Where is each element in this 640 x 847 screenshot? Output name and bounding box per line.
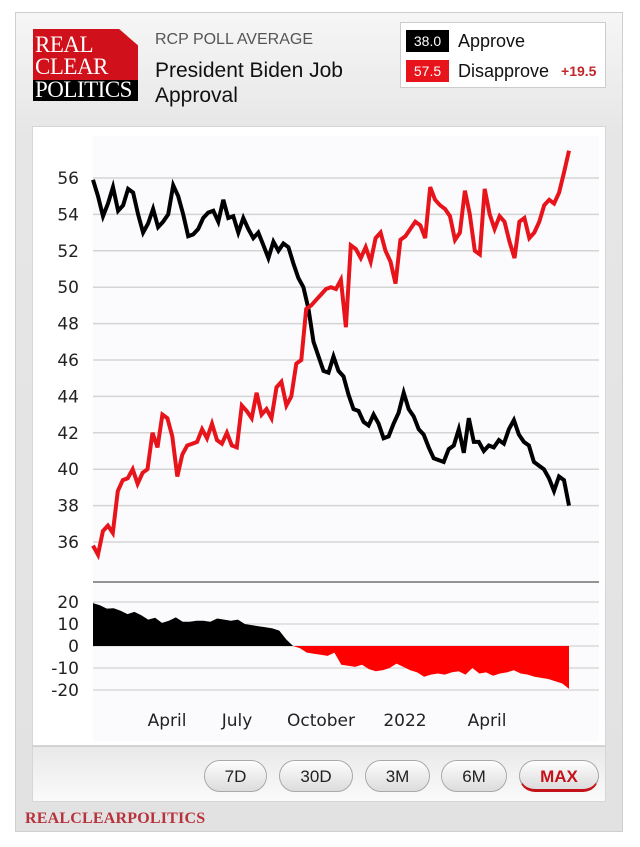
chart-panel: 36 38 40 42 44 46 48 50 52 54 56 20 10 0 -10 -20 April Ju… xyxy=(32,126,606,746)
y-tick-label: 36 xyxy=(57,533,79,553)
y-tick-label: 0 xyxy=(68,637,79,657)
y-tick-label: 46 xyxy=(57,351,79,371)
y-tick-label: -10 xyxy=(51,659,79,679)
y-tick-label: 48 xyxy=(57,315,79,335)
y-tick-label: 10 xyxy=(57,615,79,635)
series-approve-line xyxy=(91,178,571,506)
logo-line2: CLEAR xyxy=(35,54,108,79)
spread-positive-area xyxy=(93,603,569,646)
y-tick-label: 50 xyxy=(57,278,79,298)
disapprove-label: Disapprove xyxy=(458,60,550,81)
footer-brand: REALCLEARPOLITICS xyxy=(25,810,206,827)
spread-value: +19.5 xyxy=(561,63,597,79)
y-tick-label: 20 xyxy=(57,593,79,613)
range-button-3m[interactable]: 3M xyxy=(365,760,430,792)
rcp-logo: REAL CLEAR POLITICS xyxy=(33,29,138,101)
range-button-6m[interactable]: 6M xyxy=(441,760,507,792)
approve-label: Approve xyxy=(458,30,526,51)
range-button-7d[interactable]: 7D xyxy=(204,760,267,792)
x-tick-label: 2022 xyxy=(383,711,426,731)
x-tick-label: July xyxy=(221,711,253,731)
logo-red-block xyxy=(33,29,138,80)
y-tick-label: 38 xyxy=(57,497,79,517)
disapprove-value-badge: 57.5 xyxy=(406,60,449,82)
legend-approve: 38.0 Approve xyxy=(406,30,525,52)
series-disapprove-line xyxy=(91,150,571,561)
y-tick-label: 52 xyxy=(57,242,79,262)
y-tick-label: 56 xyxy=(57,169,79,189)
y-tick-label: -20 xyxy=(51,681,79,701)
logo-black-block xyxy=(33,80,138,101)
chart-subtitle: RCP POLL AVERAGE xyxy=(155,31,313,48)
logo-line3: POLITICS xyxy=(35,77,132,102)
y-tick-label: 42 xyxy=(57,424,79,444)
logo-line1: REAL xyxy=(35,32,94,57)
range-controls: 7D 30D 3M 6M MAX xyxy=(32,746,606,802)
y-tick-label: 44 xyxy=(57,387,79,407)
range-button-max[interactable]: MAX xyxy=(519,760,599,792)
spread-negative-area xyxy=(93,646,569,689)
y-tick-label: 40 xyxy=(57,460,79,480)
approve-value-badge: 38.0 xyxy=(406,30,449,52)
range-button-30d[interactable]: 30D xyxy=(279,760,353,792)
x-tick-label: October xyxy=(287,711,355,731)
x-tick-label: April xyxy=(468,711,507,731)
legend-disapprove: 57.5 Disapprove +19.5 xyxy=(406,60,596,82)
x-tick-label: April xyxy=(148,711,187,731)
legend-box: 38.0 Approve 57.5 Disapprove +19.5 xyxy=(400,22,606,88)
chart-title: President Biden Job Approval xyxy=(155,59,343,107)
y-tick-label: 54 xyxy=(57,205,79,225)
